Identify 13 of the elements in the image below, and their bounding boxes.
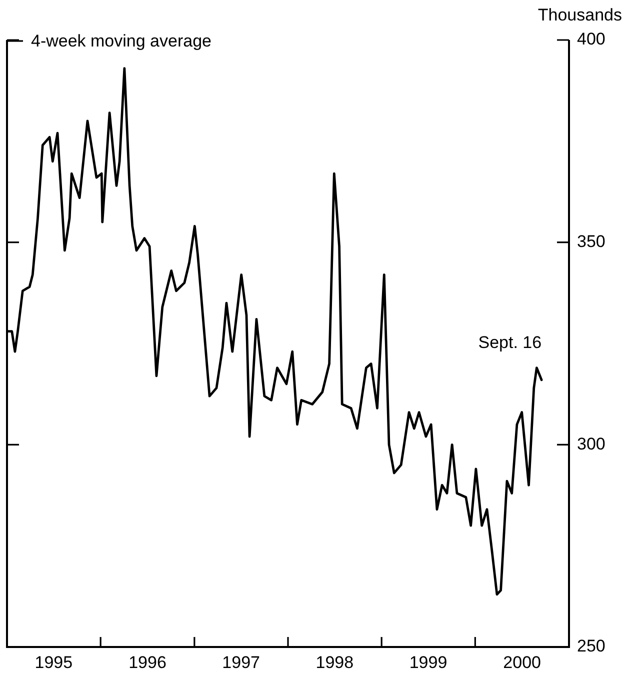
annotation: Sept. 16 xyxy=(478,333,542,352)
x-tick-label: 1996 xyxy=(128,652,166,672)
x-tick-label: 1999 xyxy=(409,652,448,672)
y-axis-title: Thousands xyxy=(538,6,622,25)
y-tick-label: 250 xyxy=(577,636,606,656)
x-tick-label: 1995 xyxy=(34,652,73,672)
x-tick-label: 1997 xyxy=(222,652,260,672)
legend-label: 4-week moving average xyxy=(31,32,212,51)
x-tick-label: 2000 xyxy=(503,652,541,672)
x-tick-label: 1998 xyxy=(316,652,354,672)
y-tick-label: 350 xyxy=(577,232,606,252)
y-tick-label: 300 xyxy=(577,434,606,454)
y-tick-label: 400 xyxy=(577,30,606,49)
